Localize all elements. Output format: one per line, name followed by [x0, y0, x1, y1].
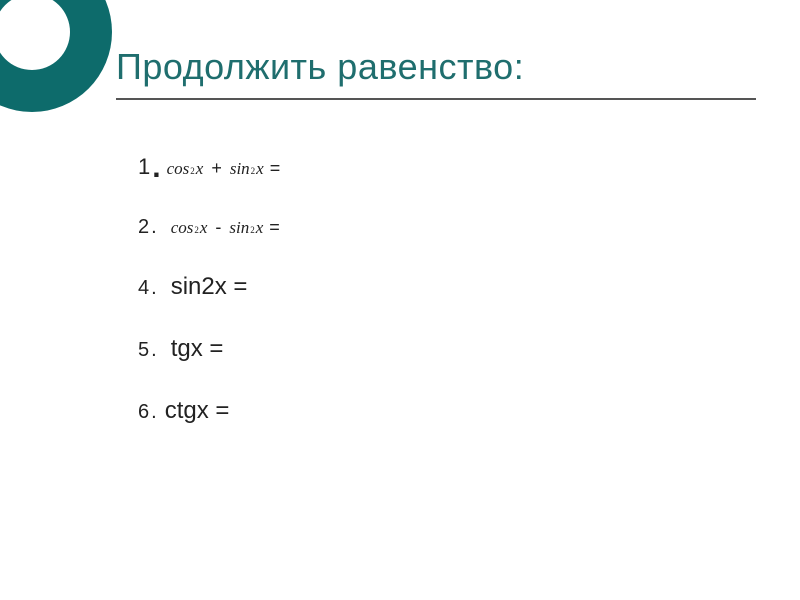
item-number: 2: [138, 216, 149, 239]
item-number: 4: [138, 277, 149, 300]
item-dot: .: [151, 401, 157, 424]
item-dot: .: [152, 151, 160, 185]
equation-item-4: 4 . sin2x =: [138, 273, 280, 301]
equation-list: 1 . cos2x + sin2x = 2 . cos2x - sin2x = …: [138, 148, 280, 459]
item-expression: sin2x =: [171, 273, 248, 301]
corner-ring-graphic: [0, 0, 112, 112]
item-dot: .: [151, 339, 157, 362]
item-expression: cos2x + sin2x =: [167, 158, 281, 179]
item-number: 5: [138, 339, 149, 362]
item-number: 6: [138, 401, 149, 424]
item-expression: ctgx =: [165, 397, 230, 425]
equation-item-1: 1 . cos2x + sin2x =: [138, 148, 280, 182]
equation-item-5: 5 . tgx =: [138, 335, 280, 363]
title-underline: [116, 98, 756, 100]
equation-item-6: 6 . ctgx =: [138, 397, 280, 425]
item-expression: tgx =: [171, 335, 224, 363]
item-dot: .: [151, 277, 157, 300]
item-expression: cos2x - sin2x =: [171, 217, 280, 238]
item-dot: .: [151, 216, 157, 239]
slide-title-block: Продолжить равенство:: [116, 46, 750, 100]
equation-item-2: 2 . cos2x - sin2x =: [138, 216, 280, 239]
slide-title: Продолжить равенство:: [116, 46, 750, 88]
item-number: 1: [138, 154, 150, 180]
